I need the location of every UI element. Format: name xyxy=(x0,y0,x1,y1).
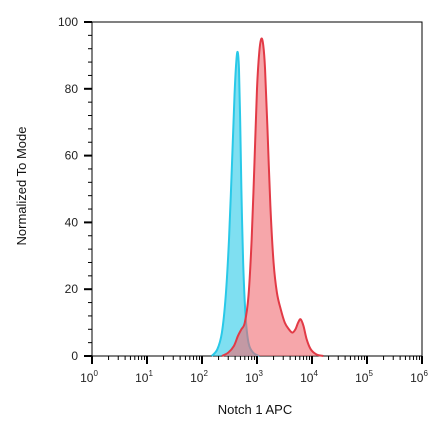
y-tick-label: 100 xyxy=(58,15,78,29)
notch1-apc-histogram xyxy=(221,37,324,357)
histogram-line xyxy=(221,37,324,357)
series-layer xyxy=(210,37,324,357)
y-axis-title: Normalized To Mode xyxy=(14,127,29,246)
y-tick-label: 0 xyxy=(71,349,78,363)
x-axis-title: Notch 1 APC xyxy=(218,402,292,417)
y-tick-label: 60 xyxy=(65,149,79,163)
x-tick-label: 101 xyxy=(135,369,153,385)
axis-layer: 0 20 40 60 80 100 100 101 102 103 104 105 106 xyxy=(58,15,428,385)
x-tick-label: 100 xyxy=(80,369,98,385)
x-tick-label: 104 xyxy=(300,369,318,385)
histogram-fill xyxy=(211,51,260,356)
x-tick-label: 102 xyxy=(190,369,208,385)
histogram-fill xyxy=(221,38,324,356)
y-tick-label: 20 xyxy=(65,282,79,296)
y-tick-label: 80 xyxy=(65,82,79,96)
x-tick-label: 106 xyxy=(410,369,428,385)
x-tick-label: 103 xyxy=(245,369,263,385)
y-tick-label: 40 xyxy=(65,215,79,229)
x-tick-label: 105 xyxy=(355,369,373,385)
